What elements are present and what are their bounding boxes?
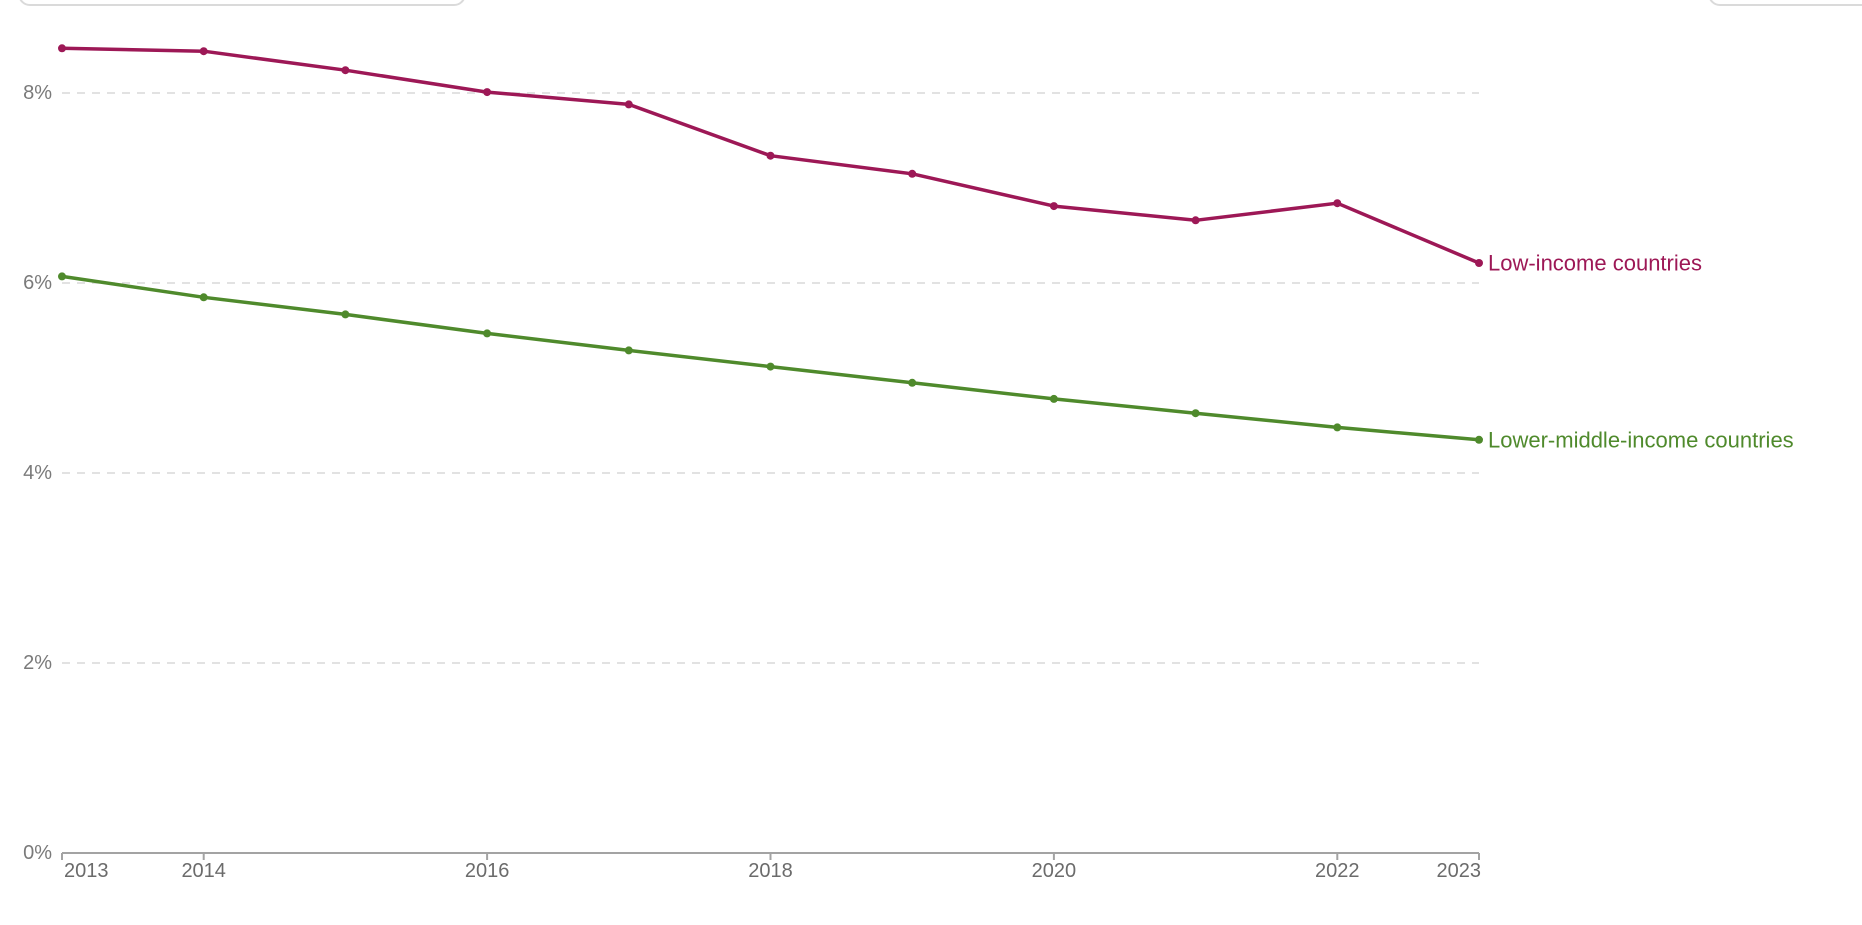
data-point-lower-middle-income-countries-2020[interactable] xyxy=(1049,394,1058,403)
ytick-label-2pct: 2% xyxy=(23,652,52,674)
data-point-lower-middle-income-countries-2019[interactable] xyxy=(908,378,917,387)
data-point-lower-middle-income-countries-2021[interactable] xyxy=(1191,409,1200,418)
xtick-label-2016: 2016 xyxy=(465,860,510,882)
xtick-label-2020: 2020 xyxy=(1032,860,1077,882)
data-point-low-income-countries-2018[interactable] xyxy=(766,151,775,160)
data-point-lower-middle-income-countries-2014[interactable] xyxy=(199,293,208,302)
xtick-label-2013: 2013 xyxy=(64,860,109,882)
data-point-lower-middle-income-countries-2023[interactable] xyxy=(1475,435,1483,444)
data-point-low-income-countries-2019[interactable] xyxy=(908,169,917,178)
data-point-low-income-countries-2017[interactable] xyxy=(624,100,633,109)
data-point-lower-middle-income-countries-2015[interactable] xyxy=(341,310,350,319)
series-low-income-countries[interactable]: Low-income countries xyxy=(58,44,1702,276)
series-end-label-lower-middle-income-countries: Lower-middle-income countries xyxy=(1488,427,1794,452)
series-end-label-low-income-countries: Low-income countries xyxy=(1488,251,1702,276)
data-point-low-income-countries-2013[interactable] xyxy=(58,44,66,53)
xtick-label-2014: 2014 xyxy=(181,860,226,882)
series-lower-middle-income-countries[interactable]: Lower-middle-income countries xyxy=(58,272,1794,452)
data-point-low-income-countries-2016[interactable] xyxy=(483,88,492,97)
data-point-low-income-countries-2015[interactable] xyxy=(341,66,350,75)
xtick-label-2022: 2022 xyxy=(1315,860,1360,882)
ytick-label-4pct: 4% xyxy=(23,462,52,484)
data-point-low-income-countries-2020[interactable] xyxy=(1049,202,1058,211)
series-line-lower-middle-income-countries[interactable] xyxy=(60,274,1481,442)
data-point-low-income-countries-2014[interactable] xyxy=(199,47,208,56)
xtick-label-2023: 2023 xyxy=(1437,860,1482,882)
ytick-label-0pct: 0% xyxy=(23,842,52,864)
data-point-low-income-countries-2021[interactable] xyxy=(1191,216,1200,225)
ytick-label-8pct: 8% xyxy=(23,82,52,104)
ytick-label-6pct: 6% xyxy=(23,272,52,294)
data-point-lower-middle-income-countries-2017[interactable] xyxy=(624,346,633,355)
data-point-lower-middle-income-countries-2016[interactable] xyxy=(483,329,492,338)
data-point-lower-middle-income-countries-2018[interactable] xyxy=(766,362,775,371)
data-point-lower-middle-income-countries-2022[interactable] xyxy=(1333,423,1342,432)
data-point-low-income-countries-2023[interactable] xyxy=(1475,259,1483,267)
xtick-label-2018: 2018 xyxy=(748,860,793,882)
data-point-lower-middle-income-countries-2013[interactable] xyxy=(58,272,66,281)
data-point-low-income-countries-2022[interactable] xyxy=(1333,199,1342,208)
